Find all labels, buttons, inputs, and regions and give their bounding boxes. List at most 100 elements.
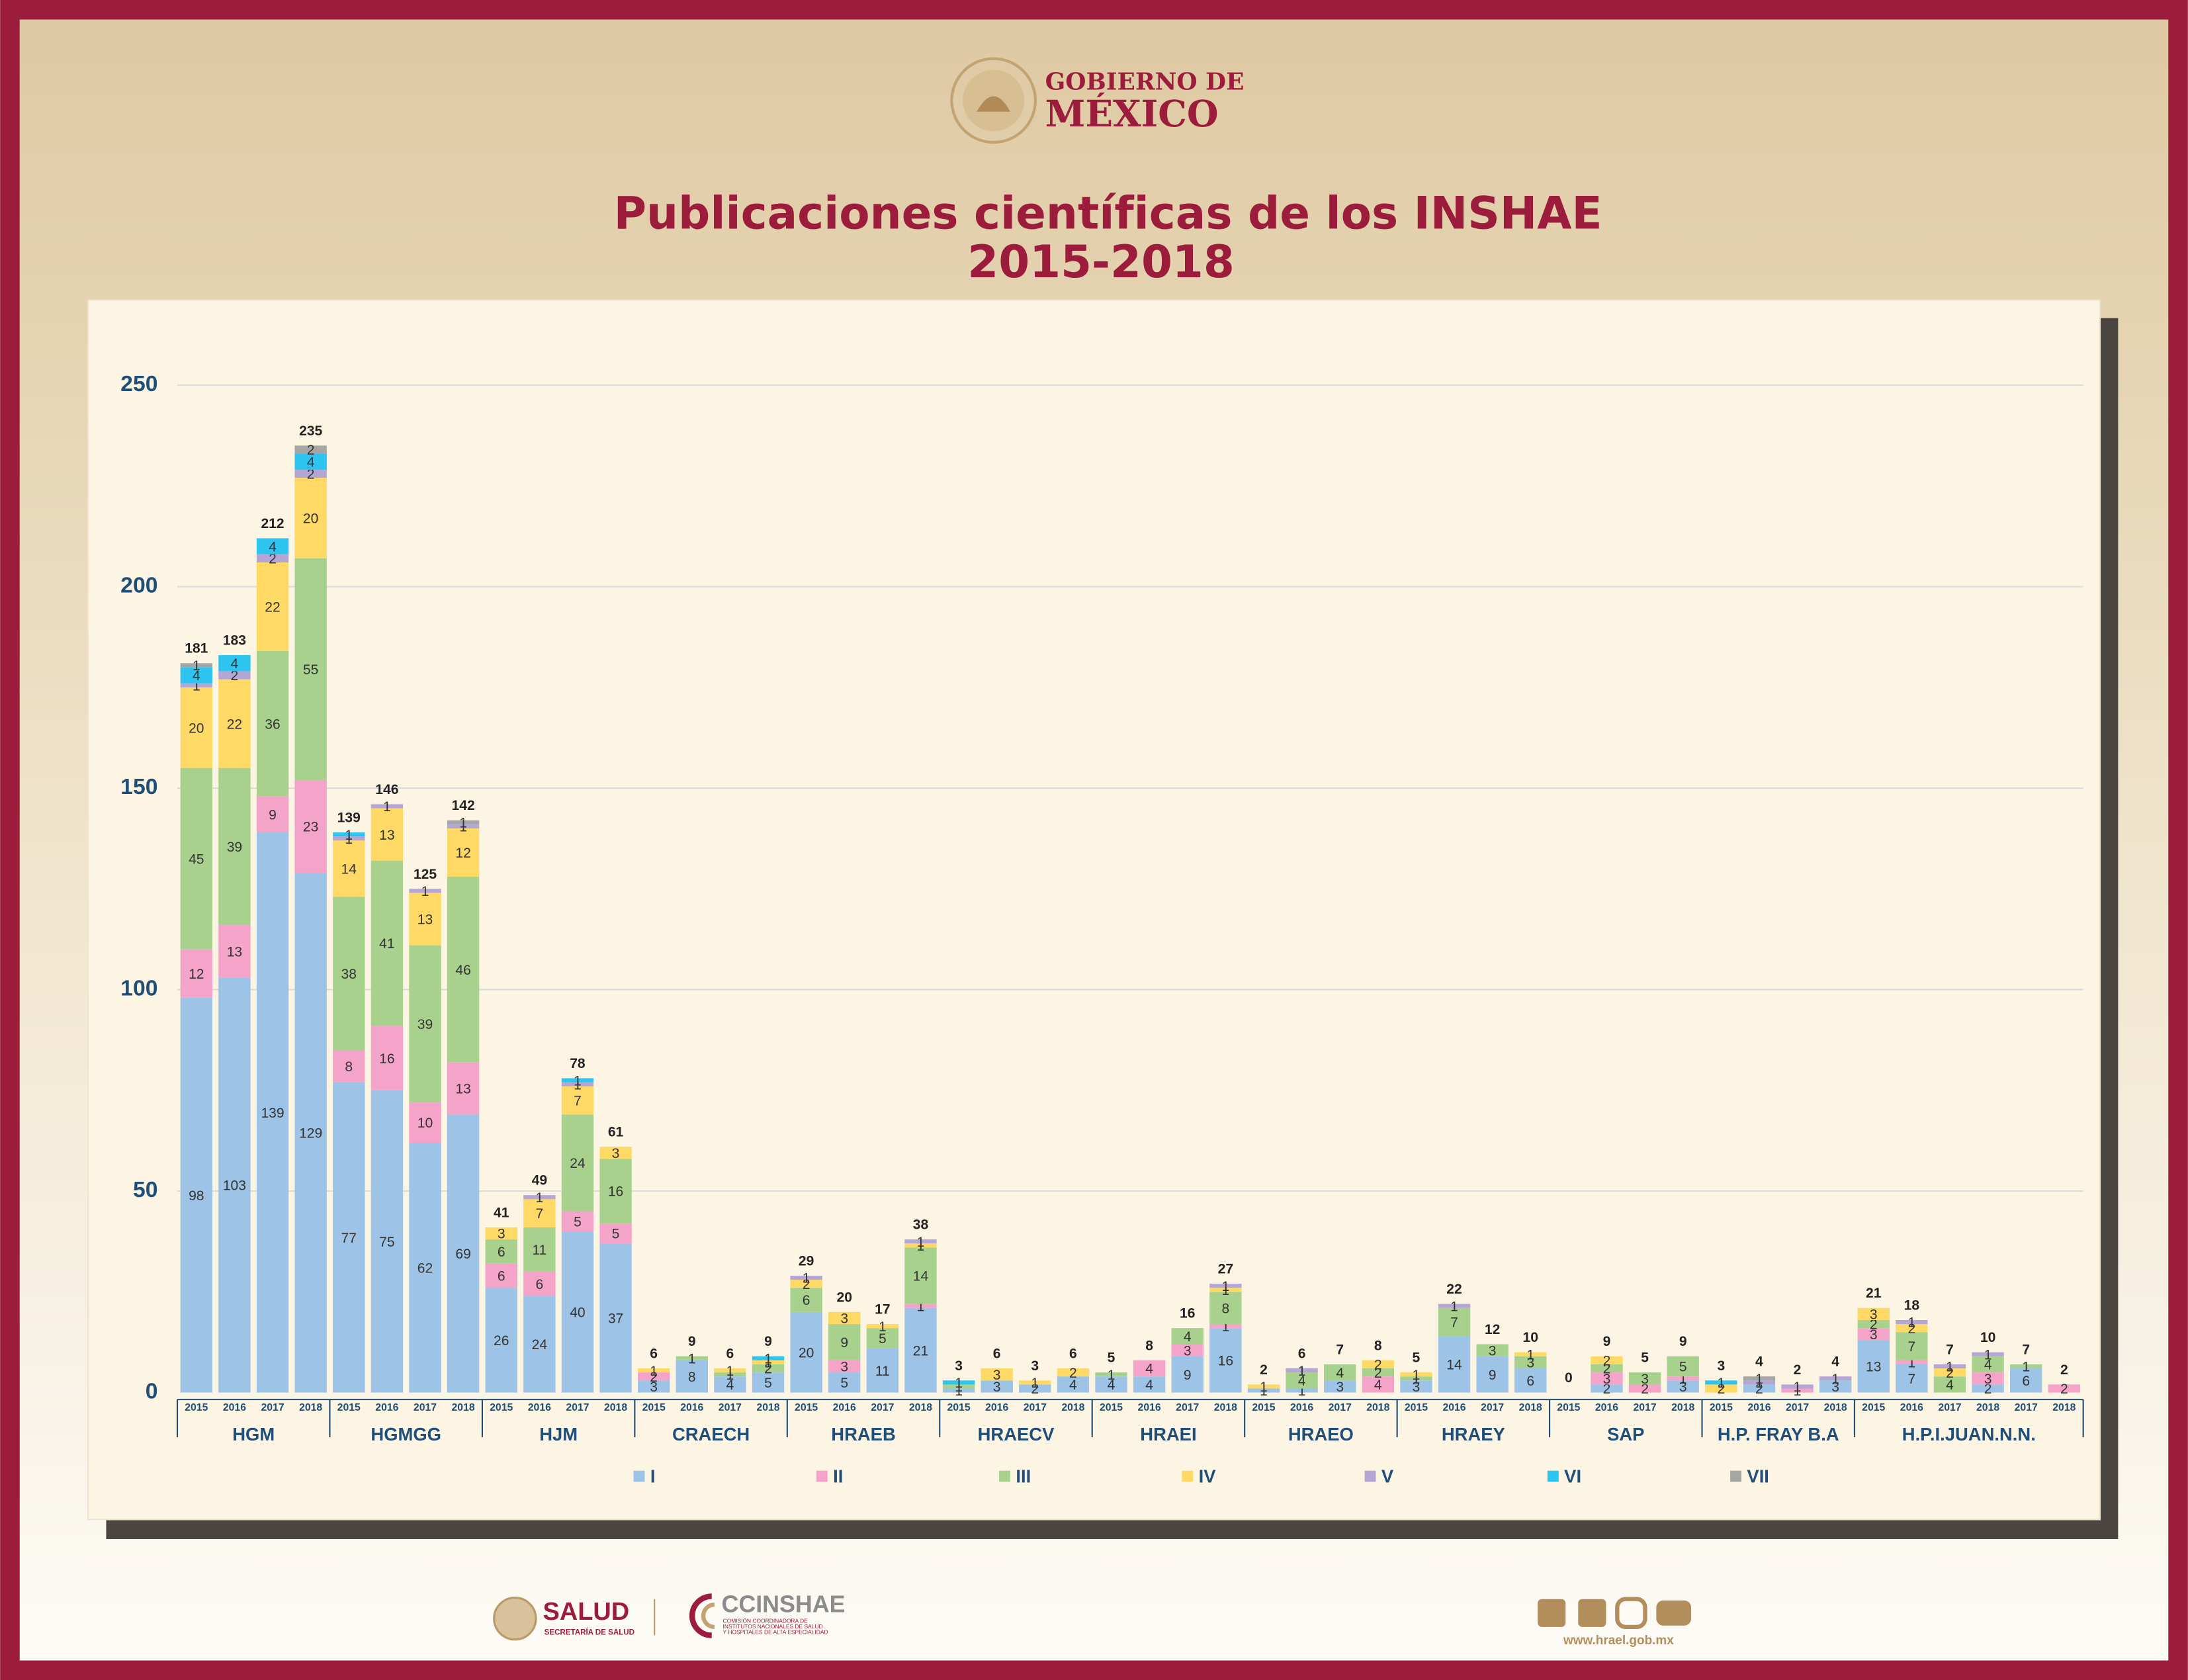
total-label: 125 bbox=[414, 867, 437, 882]
footer-url[interactable]: www.hrael.gob.mx bbox=[1563, 1634, 1674, 1648]
segment-label: 1 bbox=[955, 1380, 963, 1395]
segment-label: 13 bbox=[379, 828, 394, 843]
bar-segment bbox=[866, 1324, 899, 1329]
segment-label: 8 bbox=[1221, 1301, 1229, 1316]
segment-label: 1 bbox=[345, 828, 353, 843]
segment-label: 3 bbox=[1184, 1343, 1192, 1358]
total-label: 38 bbox=[913, 1217, 929, 1233]
footer-cc-sub: Y HOSPITALES DE ALTA ESPECIALIDAD bbox=[723, 1629, 828, 1636]
x-tick-label: 2018 bbox=[1061, 1402, 1084, 1413]
icon-youtube[interactable] bbox=[1656, 1600, 1692, 1626]
bar-segment bbox=[1933, 1368, 1966, 1377]
x-tick-label: 2018 bbox=[604, 1402, 627, 1413]
x-tick-label: 2017 bbox=[1176, 1402, 1199, 1413]
bar-segment bbox=[1209, 1292, 1242, 1325]
segment-label: 45 bbox=[189, 852, 204, 867]
legend-label: V bbox=[1381, 1466, 1394, 1486]
segment-label: 1 bbox=[1984, 1347, 1992, 1362]
icon-instagram[interactable] bbox=[1615, 1597, 1647, 1630]
bar-segment bbox=[333, 1082, 365, 1393]
segment-label: 5 bbox=[612, 1227, 620, 1242]
bar-segment bbox=[485, 1263, 517, 1288]
segment-label: 22 bbox=[265, 600, 280, 615]
segment-label: 2 bbox=[2060, 1382, 2068, 1397]
legend-label: VII bbox=[1747, 1466, 1769, 1486]
x-tick-label: 2017 bbox=[2015, 1402, 2038, 1413]
icon-facebook[interactable] bbox=[1538, 1599, 1566, 1627]
x-tick-label: 2016 bbox=[680, 1402, 703, 1413]
segment-label: 1 bbox=[1031, 1376, 1039, 1391]
bar-segment bbox=[180, 683, 213, 687]
segment-label: 2 bbox=[307, 467, 315, 482]
segment-label: 10 bbox=[417, 1116, 433, 1131]
total-label: 6 bbox=[726, 1347, 734, 1362]
x-tick-label: 2016 bbox=[1595, 1402, 1618, 1413]
segment-label: 21 bbox=[913, 1343, 928, 1358]
total-label: 22 bbox=[1446, 1282, 1462, 1297]
segment-label: 11 bbox=[875, 1364, 890, 1379]
bar-segment bbox=[1591, 1384, 1623, 1393]
x-tick-label: 2018 bbox=[1214, 1402, 1237, 1413]
bar-segment bbox=[1591, 1372, 1623, 1385]
bar-segment bbox=[599, 1223, 632, 1244]
bar-segment bbox=[1133, 1376, 1166, 1393]
x-tick-label: 2016 bbox=[1138, 1402, 1161, 1413]
segment-label: 2 bbox=[1641, 1382, 1649, 1397]
bar-segment bbox=[218, 925, 251, 978]
segment-label: 39 bbox=[417, 1017, 433, 1032]
bar-segment bbox=[1057, 1376, 1090, 1393]
segment-label: 2 bbox=[1946, 1366, 1954, 1381]
bar-segment bbox=[561, 1078, 594, 1083]
segment-label: 3 bbox=[840, 1311, 848, 1327]
total-label: 3 bbox=[955, 1358, 963, 1374]
group-label: CRAECH bbox=[672, 1424, 750, 1444]
segment-label: 1 bbox=[1450, 1299, 1458, 1314]
footer-cc-sub: INSTITUTOS NACIONALES DE SALUD bbox=[723, 1623, 823, 1630]
bar-segment bbox=[1933, 1364, 1966, 1369]
segment-label: 3 bbox=[1641, 1372, 1649, 1387]
segment-label: 9 bbox=[269, 807, 277, 822]
icon-twitter[interactable] bbox=[1578, 1599, 1606, 1627]
segment-label: 1 bbox=[1260, 1380, 1268, 1395]
segment-label: 2 bbox=[1717, 1382, 1725, 1397]
segment-label: 1 bbox=[1260, 1384, 1268, 1399]
segment-label: 1 bbox=[1755, 1376, 1763, 1391]
segment-label: 5 bbox=[574, 1214, 582, 1229]
x-tick-label: 2015 bbox=[795, 1402, 818, 1413]
footer-salud: SALUD bbox=[543, 1598, 630, 1626]
legend-label: I bbox=[650, 1466, 656, 1486]
segment-label: 1 bbox=[955, 1376, 963, 1391]
bar-segment bbox=[333, 832, 365, 837]
segment-label: 1 bbox=[383, 799, 391, 815]
total-label: 6 bbox=[993, 1347, 1001, 1362]
segment-label: 4 bbox=[1145, 1362, 1153, 1377]
bar-segment bbox=[409, 1102, 441, 1143]
bar-segment bbox=[942, 1380, 975, 1385]
x-tick-label: 2017 bbox=[1786, 1402, 1809, 1413]
bar-segment bbox=[294, 478, 327, 558]
x-tick-label: 2017 bbox=[1329, 1402, 1352, 1413]
segment-label: 4 bbox=[231, 656, 239, 672]
segment-label: 1 bbox=[688, 1351, 696, 1366]
segment-label: 8 bbox=[688, 1370, 696, 1385]
segment-label: 36 bbox=[265, 717, 280, 732]
x-tick-label: 2015 bbox=[947, 1402, 970, 1413]
total-label: 9 bbox=[1603, 1334, 1611, 1349]
bar-segment bbox=[256, 650, 289, 797]
bar-segment bbox=[1667, 1376, 1699, 1381]
bar-segment bbox=[752, 1364, 785, 1373]
total-label: 61 bbox=[608, 1125, 624, 1140]
total-label: 8 bbox=[1145, 1338, 1153, 1353]
bar-segment bbox=[218, 655, 251, 672]
x-tick-label: 2017 bbox=[719, 1402, 742, 1413]
bar-segment bbox=[333, 897, 365, 1050]
segment-label: 20 bbox=[799, 1345, 814, 1360]
bar-segment bbox=[561, 1086, 594, 1115]
total-label: 21 bbox=[1866, 1286, 1882, 1301]
segment-label: 2 bbox=[1069, 1366, 1077, 1381]
bar-segment bbox=[752, 1356, 785, 1360]
bar-segment bbox=[523, 1271, 556, 1296]
segment-label: 12 bbox=[455, 846, 470, 861]
bar-segment bbox=[294, 469, 327, 478]
